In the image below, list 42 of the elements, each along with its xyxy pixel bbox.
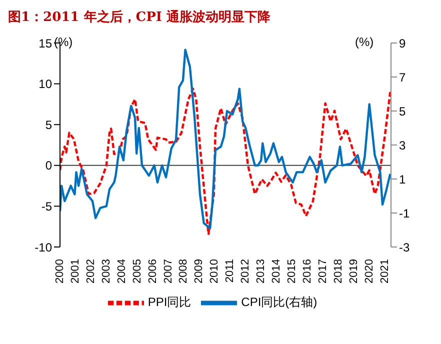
x-tick-label: 2008: [178, 259, 190, 284]
x-tick-label: 2012: [240, 259, 252, 284]
x-tick-label: 2020: [363, 259, 376, 284]
x-tick-label: 2002: [84, 259, 97, 284]
y2-tick-label: 3: [399, 138, 406, 152]
x-tick-label: 2011: [224, 259, 236, 283]
line-series: [60, 48, 391, 230]
x-tick-label: 2007: [162, 259, 174, 284]
x-tick-label: 2017: [316, 259, 329, 284]
x-tick-label: 2000: [54, 259, 66, 284]
y2-tick-label: 5: [399, 104, 406, 118]
x-tick-label: 2021: [378, 259, 391, 284]
x-tick-label: 2004: [116, 259, 128, 284]
x-tick-label: 2014: [270, 259, 283, 284]
chart-title: 图1：2011 年之后，CPI 通胀波动明显下降: [8, 8, 272, 27]
x-tick-label: 2009: [193, 259, 206, 284]
y-tick-label: 10: [38, 77, 52, 92]
y-tick-label: 0: [45, 158, 52, 173]
line-series: [60, 88, 391, 236]
y-tick-label: -10: [34, 240, 52, 254]
x-tick-label: 2001: [69, 259, 82, 284]
y2-tick-label: -1: [399, 206, 410, 220]
x-tick-label: 2015: [286, 259, 298, 284]
y-tick-label: 15: [38, 36, 52, 50]
y2-tick-label: 1: [399, 172, 406, 186]
x-tick-label: 2010: [208, 259, 221, 284]
x-tick-label: 2013: [255, 259, 268, 284]
y-tick-label: 5: [45, 118, 52, 132]
x-tick-label: 2005: [131, 259, 144, 284]
y2-axis-title: (%): [355, 35, 374, 49]
x-tick-label: 2018: [332, 259, 344, 284]
y-tick-label: -5: [41, 199, 52, 214]
x-tick-label: 2003: [100, 259, 112, 284]
y2-tick-label: 9: [399, 36, 406, 50]
x-tick-label: 2006: [146, 259, 159, 284]
y-axis-title: (%): [54, 35, 73, 49]
y2-tick-label: 7: [399, 70, 406, 84]
legend-label: PPI同比: [148, 295, 192, 310]
y2-tick-label: -3: [399, 240, 410, 254]
legend-label: CPI同比(右轴): [241, 295, 318, 310]
x-tick-label: 2019: [348, 259, 360, 284]
x-tick-label: 2016: [301, 259, 314, 284]
